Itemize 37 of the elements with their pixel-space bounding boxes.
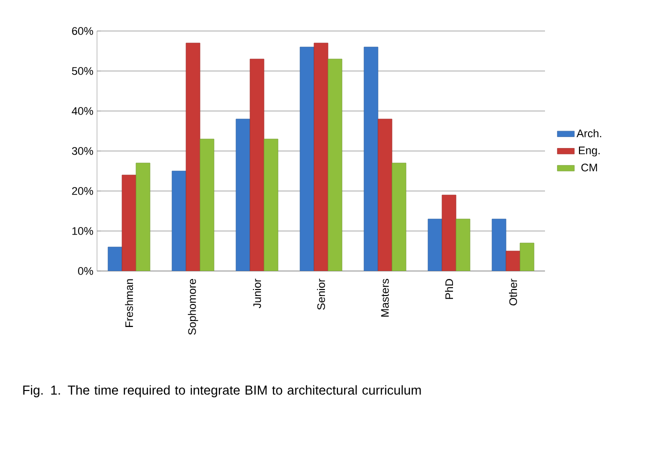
y-tick-label: 40% [72,107,94,115]
bar [456,218,470,271]
bar [314,42,328,271]
bar [364,46,378,271]
legend-label: Arch. [576,129,602,138]
x-tick-label: Masters [381,278,389,317]
x-tick-label: Sophomore [188,279,198,335]
bar [492,218,506,271]
bar [378,118,392,271]
x-tick-label: Freshman [124,279,134,327]
y-tick-label: 10% [72,227,94,235]
legend-label: CM [581,164,597,172]
bar [328,58,342,271]
caption: Fig. 1. The time required to integrate BIM to architectural curriculum [23,385,421,398]
legend-label: Eng. [578,146,600,156]
x-tick-label: Junior [252,278,262,308]
y-tick-label: 30% [72,147,94,155]
x-tick-label: Other [508,278,518,306]
bar [136,162,150,271]
bar [442,194,456,271]
y-tick-label: 0% [78,267,94,275]
bar [520,242,534,271]
bar [200,138,214,271]
y-tick-label: 20% [72,187,94,195]
bar [250,58,264,271]
bar [122,174,136,271]
bar [186,42,200,271]
bar [264,138,278,271]
bar [300,46,314,271]
x-tick-label: PhD [445,279,453,299]
y-tick-label: 50% [72,67,94,75]
x-tick-label: Senior [316,278,326,310]
bar [428,218,442,271]
bar [236,118,250,271]
bar [172,170,186,271]
bar [392,162,406,271]
y-tick-label: 60% [72,27,94,35]
